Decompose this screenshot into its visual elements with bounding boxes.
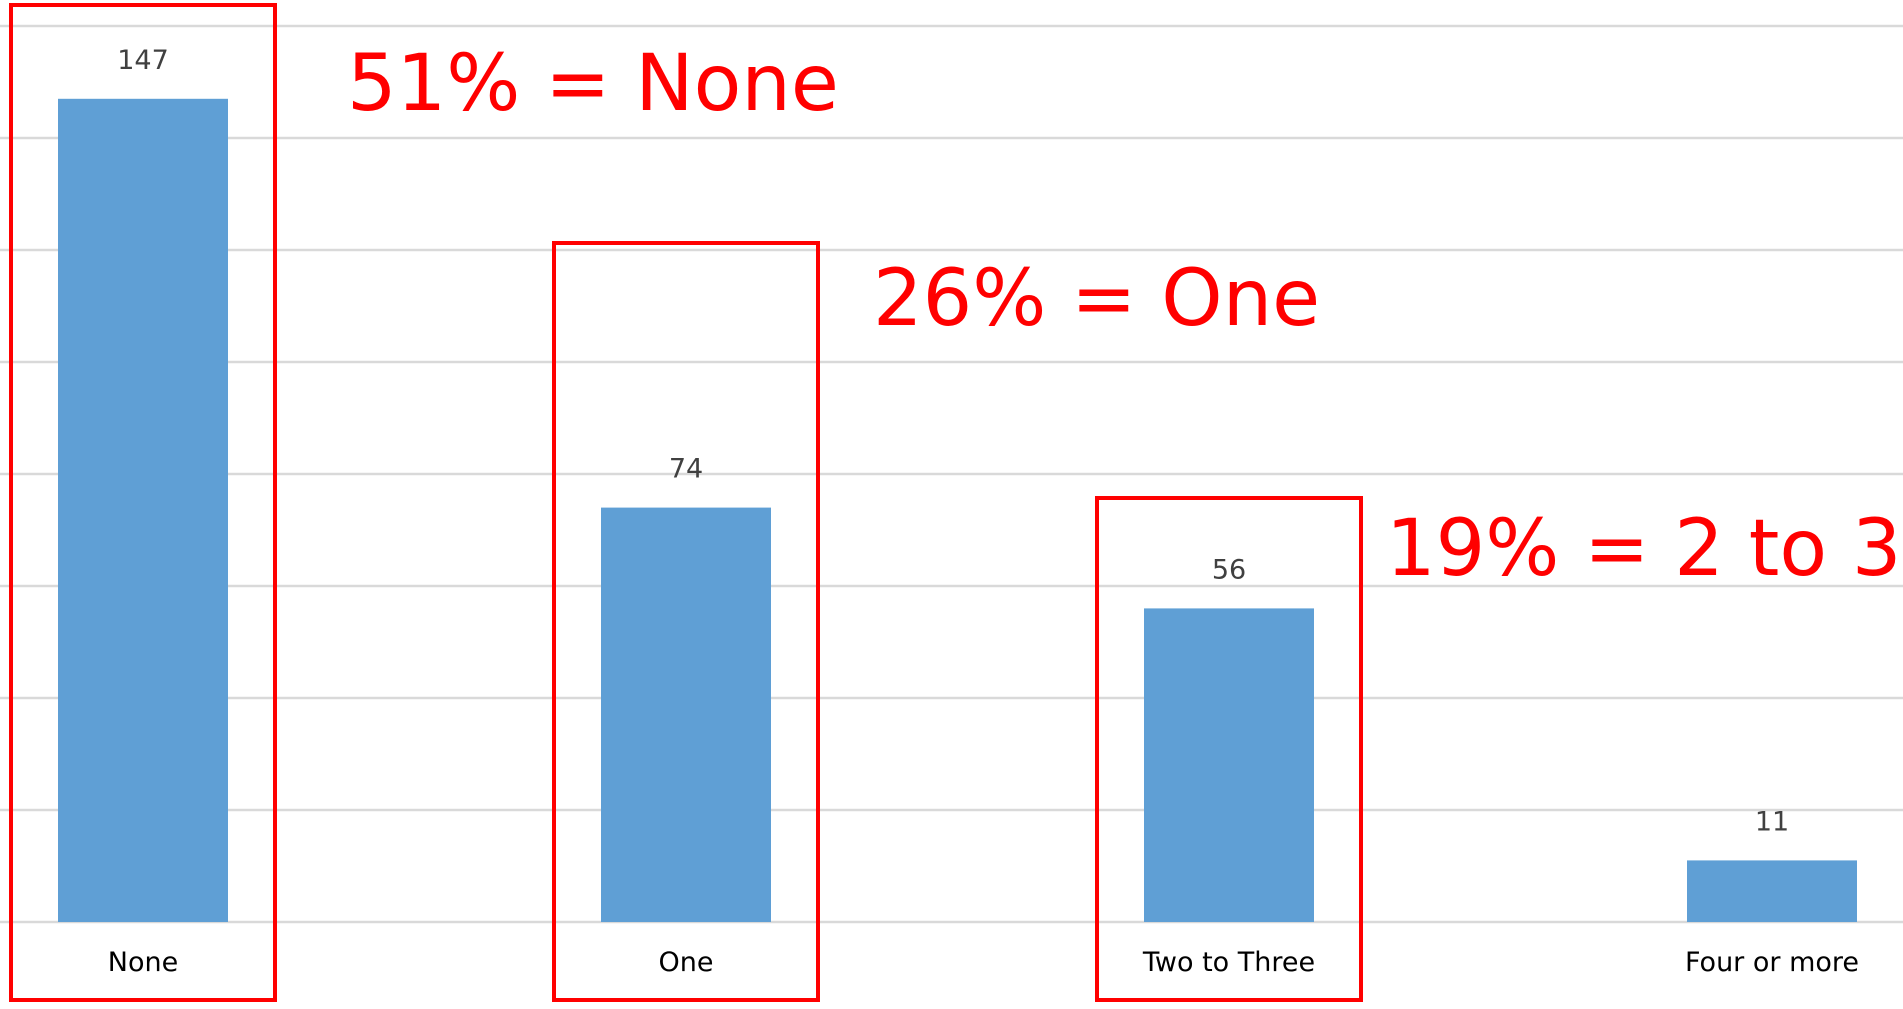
x-tick-label: Four or more (1685, 947, 1859, 978)
bar (1687, 860, 1857, 922)
annotation-label: 51% = None (347, 39, 839, 129)
data-label: 56 (1212, 554, 1246, 585)
bars (58, 98, 1857, 923)
data-label: 74 (669, 454, 703, 485)
annotation-label: 19% = 2 to 3 (1386, 504, 1901, 594)
highlight-box (9, 3, 277, 1002)
annotation-texts: 51% = None 26% = One 19% = 2 to 3 (347, 39, 1901, 594)
gridlines (0, 24, 1903, 924)
x-tick-label: Two to Three (1142, 947, 1315, 978)
x-axis-tick-labels: None One Two to Three Four or more (108, 947, 1859, 978)
highlight-box (552, 241, 820, 1002)
data-label: 147 (117, 45, 169, 76)
data-label: 11 (1755, 806, 1789, 837)
annotation-label: 26% = One (873, 254, 1320, 344)
bar (58, 98, 228, 923)
x-tick-label: None (108, 947, 178, 978)
annotation-boxes (9, 3, 1363, 1002)
bar (601, 507, 771, 922)
highlight-box (1095, 496, 1363, 1002)
x-tick-label: One (659, 947, 714, 978)
data-labels: 147 74 56 11 (117, 45, 1789, 838)
bar (1144, 608, 1314, 922)
